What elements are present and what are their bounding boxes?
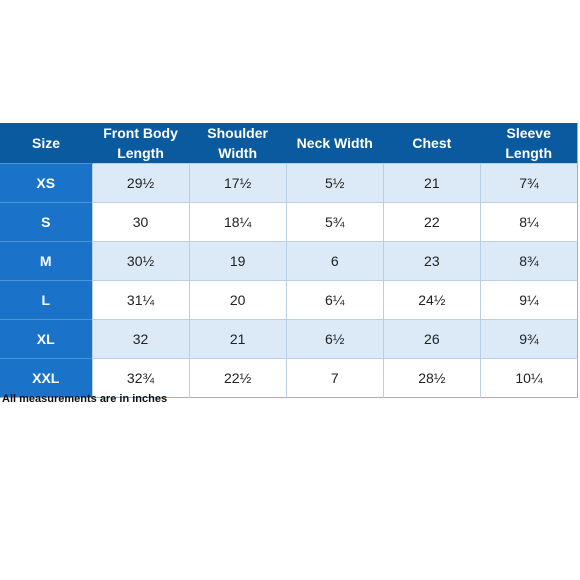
header-row: Size Front Body Length Shoulder Width Neck… (0, 123, 578, 164)
size-chart: Size Front Body Length Shoulder Width Neck… (0, 123, 578, 398)
front-body-length-value: 29½ (91, 163, 190, 203)
table-row: L 31¼ 20 6¼ 24½ 9¼ (0, 280, 578, 320)
shoulder-width-value: 17½ (188, 163, 287, 203)
front-body-length-value: 30 (91, 202, 190, 242)
neck-width-value: 6 (285, 241, 384, 281)
header-neck-width: Neck Width (286, 123, 384, 164)
shoulder-width-value: 21 (188, 319, 287, 359)
size-label: XL (0, 319, 92, 359)
neck-width-value: 6¼ (285, 280, 384, 320)
table-row: M 30½ 19 6 23 8¾ (0, 241, 578, 281)
size-label: L (0, 280, 92, 320)
header-front-body-length: Front Body Length (92, 123, 190, 164)
size-label: XXL (0, 358, 92, 398)
neck-width-value: 5½ (285, 163, 384, 203)
sleeve-length-value: 8¾ (479, 241, 578, 281)
table-row: S 30 18¼ 5¾ 22 8¼ (0, 202, 578, 242)
size-label: M (0, 241, 92, 281)
chest-value: 28½ (382, 358, 481, 398)
sleeve-length-value: 10¼ (479, 358, 578, 398)
shoulder-width-value: 19 (188, 241, 287, 281)
chest-value: 23 (382, 241, 481, 281)
shoulder-width-value: 18¼ (188, 202, 287, 242)
measurement-note: All measurements are in inches (2, 393, 168, 405)
neck-width-value: 6½ (285, 319, 384, 359)
front-body-length-value: 31¼ (91, 280, 190, 320)
sleeve-length-value: 8¼ (479, 202, 578, 242)
front-body-length-value: 32 (91, 319, 190, 359)
sleeve-length-value: 9¼ (479, 280, 578, 320)
header-sleeve-length: Sleeve Length (480, 123, 578, 164)
chest-value: 24½ (382, 280, 481, 320)
front-body-length-value: 30½ (91, 241, 190, 281)
header-size: Size (0, 123, 92, 164)
table-row: XL 32 21 6½ 26 9¾ (0, 319, 578, 359)
chest-value: 22 (382, 202, 481, 242)
header-shoulder-width: Shoulder Width (189, 123, 287, 164)
sleeve-length-value: 9¾ (479, 319, 578, 359)
chest-value: 21 (382, 163, 481, 203)
chest-value: 26 (382, 319, 481, 359)
shoulder-width-value: 22½ (188, 358, 287, 398)
neck-width-value: 7 (285, 358, 384, 398)
header-chest: Chest (383, 123, 481, 164)
neck-width-value: 5¾ (285, 202, 384, 242)
front-body-length-value: 32¾ (91, 358, 190, 398)
table-row: XXL 32¾ 22½ 7 28½ 10¼ (0, 358, 578, 398)
shoulder-width-value: 20 (188, 280, 287, 320)
size-label: S (0, 202, 92, 242)
size-table: Size Front Body Length Shoulder Width Neck… (0, 123, 578, 398)
size-label: XS (0, 163, 92, 203)
sleeve-length-value: 7¾ (479, 163, 578, 203)
table-row: XS 29½ 17½ 5½ 21 7¾ (0, 163, 578, 203)
